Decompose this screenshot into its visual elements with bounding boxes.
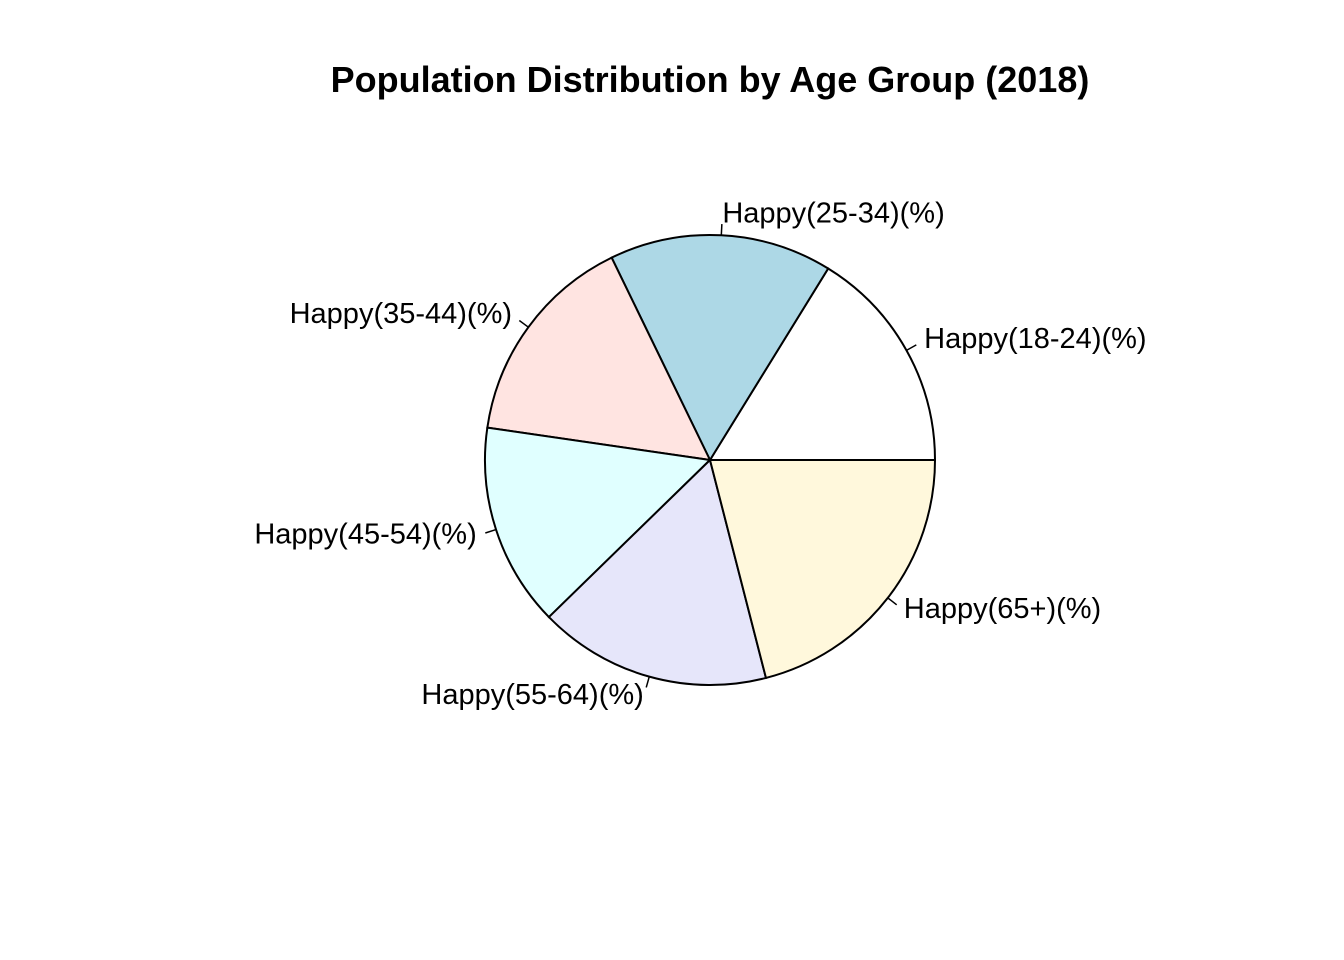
slice-label-happy-18-24: Happy(18-24)(%)	[924, 323, 1146, 355]
slice-label-happy-45-54: Happy(45-54)(%)	[254, 518, 476, 550]
pie-slice-happy-55-64	[547, 458, 768, 686]
slice-label-happy-35-44: Happy(35-44)(%)	[290, 298, 512, 330]
label-tick-happy-55-64	[645, 676, 650, 688]
pie-slice-happy-65	[708, 459, 937, 680]
pie-slices	[484, 234, 937, 686]
label-tick-happy-25-34	[720, 224, 723, 236]
slice-label-happy-25-34: Happy(25-34)(%)	[722, 198, 944, 230]
slice-label-happy-55-64: Happy(55-64)(%)	[421, 679, 643, 711]
slice-label-happy-65: Happy(65+)(%)	[904, 593, 1101, 625]
label-tick-happy-65	[887, 597, 898, 606]
pie-slice-happy-18-24	[708, 267, 937, 461]
chart-title: Population Distribution by Age Group (20…	[331, 59, 1090, 100]
label-tick-happy-45-54	[485, 528, 497, 534]
label-tick-happy-35-44	[518, 319, 529, 328]
pie-slice-happy-25-34	[610, 234, 830, 463]
pie-labels: Happy(18-24)(%) Happy(25-34)(%) Happy(35-4…	[254, 198, 1146, 711]
label-tick-happy-18-24	[906, 344, 917, 352]
pie-slice-happy-45-54	[484, 426, 713, 619]
